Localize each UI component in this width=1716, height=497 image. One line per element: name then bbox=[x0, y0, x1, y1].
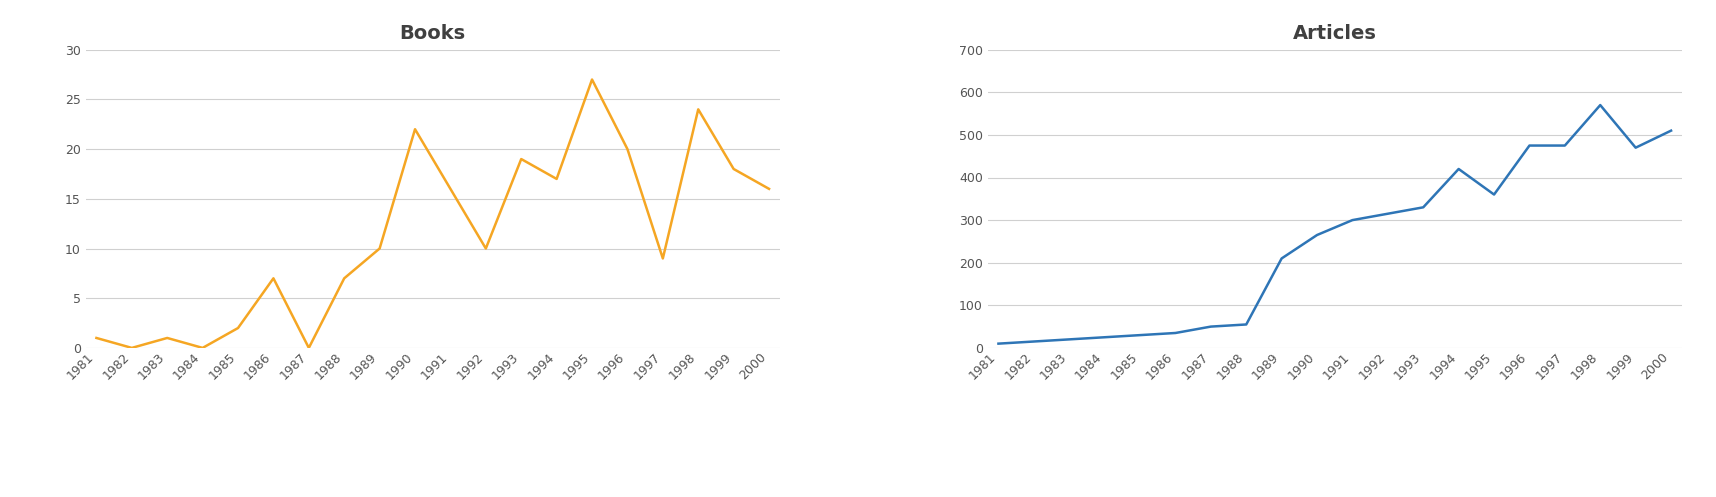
Title: Books: Books bbox=[400, 23, 465, 43]
Title: Articles: Articles bbox=[1292, 23, 1376, 43]
